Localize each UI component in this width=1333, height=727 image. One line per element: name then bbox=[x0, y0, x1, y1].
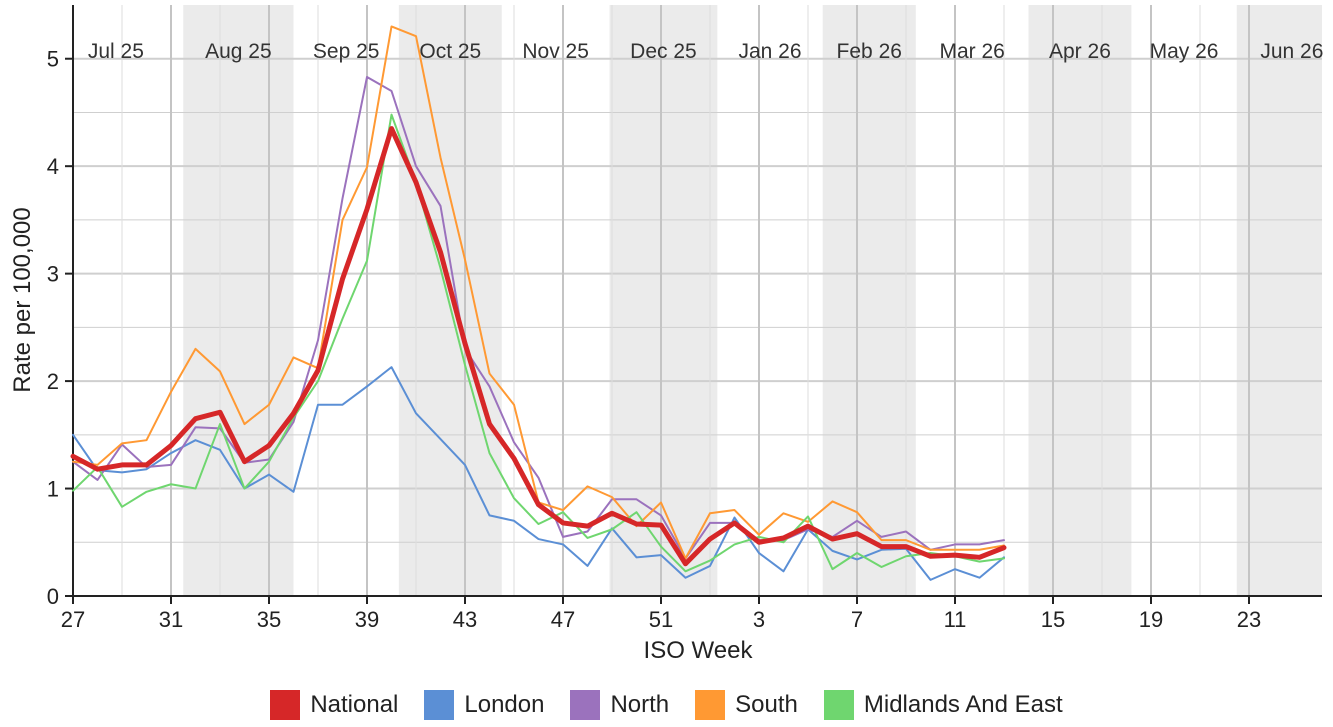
y-axis-label: Rate per 100,000 bbox=[9, 207, 36, 392]
legend-item[interactable]: North bbox=[570, 690, 669, 720]
month-label: Jul 25 bbox=[88, 40, 144, 63]
x-tick-label: 3 bbox=[753, 607, 765, 632]
month-label: Dec 25 bbox=[630, 40, 697, 63]
legend-swatch bbox=[424, 690, 455, 720]
month-band bbox=[609, 5, 718, 596]
x-tick-label: 11 bbox=[944, 607, 967, 632]
line-chart: Jul 25 Aug 25 Sep 25 Oct 25 Nov 25 Dec 25 Jan … bbox=[9, 5, 1324, 664]
legend-label: North bbox=[610, 691, 670, 718]
x-axis-label: ISO Week bbox=[644, 637, 754, 664]
x-tick-label: 27 bbox=[61, 607, 85, 632]
y-tick-label: 2 bbox=[47, 369, 59, 394]
series-lines bbox=[70, 25, 1007, 581]
legend-label: Midlands And East bbox=[863, 691, 1063, 718]
y-tick-label: 5 bbox=[47, 47, 59, 72]
month-label: Sep 25 bbox=[313, 40, 380, 63]
month-label: Aug 25 bbox=[205, 40, 272, 63]
x-tick-label: 39 bbox=[355, 607, 379, 632]
legend-item[interactable]: London bbox=[424, 690, 544, 720]
x-tick-label: 35 bbox=[257, 607, 281, 632]
x-tick-label: 31 bbox=[159, 607, 183, 632]
x-tick-label: 51 bbox=[649, 607, 673, 632]
month-label: Oct 25 bbox=[419, 40, 481, 63]
month-band bbox=[822, 5, 916, 596]
x-tick-label: 47 bbox=[551, 607, 575, 632]
month-label: Apr 26 bbox=[1049, 40, 1111, 63]
legend: National London North South Midlands And Eas… bbox=[0, 690, 1333, 720]
legend-swatch bbox=[823, 690, 854, 720]
month-bands bbox=[183, 5, 1322, 596]
x-tick-label: 7 bbox=[851, 607, 863, 632]
month-band bbox=[1236, 5, 1322, 596]
legend-label: National bbox=[310, 691, 399, 718]
month-label: Jan 26 bbox=[738, 40, 801, 63]
y-tick-label: 0 bbox=[47, 584, 59, 609]
x-tick-label: 19 bbox=[1139, 607, 1163, 632]
series-line-north bbox=[72, 75, 1005, 560]
legend-swatch bbox=[695, 690, 726, 720]
month-labels: Jul 25 Aug 25 Sep 25 Oct 25 Nov 25 Dec 25 Jan … bbox=[88, 40, 1324, 63]
legend-item[interactable]: South bbox=[695, 690, 798, 720]
legend-swatch bbox=[270, 690, 301, 720]
x-tick-label: 23 bbox=[1237, 607, 1261, 632]
legend-label: London bbox=[464, 691, 545, 718]
x-tick-label: 15 bbox=[1041, 607, 1065, 632]
legend-item[interactable]: National bbox=[270, 690, 398, 720]
series-line-midlands-and-east bbox=[72, 113, 1005, 573]
x-tick-label: 43 bbox=[453, 607, 477, 632]
y-tick-label: 1 bbox=[47, 477, 59, 502]
month-label: Jun 26 bbox=[1260, 40, 1323, 63]
month-label: Feb 26 bbox=[837, 40, 902, 63]
legend-label: South bbox=[735, 691, 798, 718]
month-band bbox=[183, 5, 294, 596]
y-tick-label: 3 bbox=[47, 262, 59, 287]
month-label: Nov 25 bbox=[522, 40, 589, 63]
series-line-national bbox=[70, 126, 1007, 567]
month-label: Mar 26 bbox=[939, 40, 1004, 63]
y-tick-label: 4 bbox=[47, 154, 59, 179]
month-label: May 26 bbox=[1150, 40, 1219, 63]
month-band bbox=[1028, 5, 1132, 596]
series-line-london bbox=[72, 366, 1005, 581]
legend-swatch bbox=[570, 690, 601, 720]
legend-item[interactable]: Midlands And East bbox=[823, 690, 1063, 720]
